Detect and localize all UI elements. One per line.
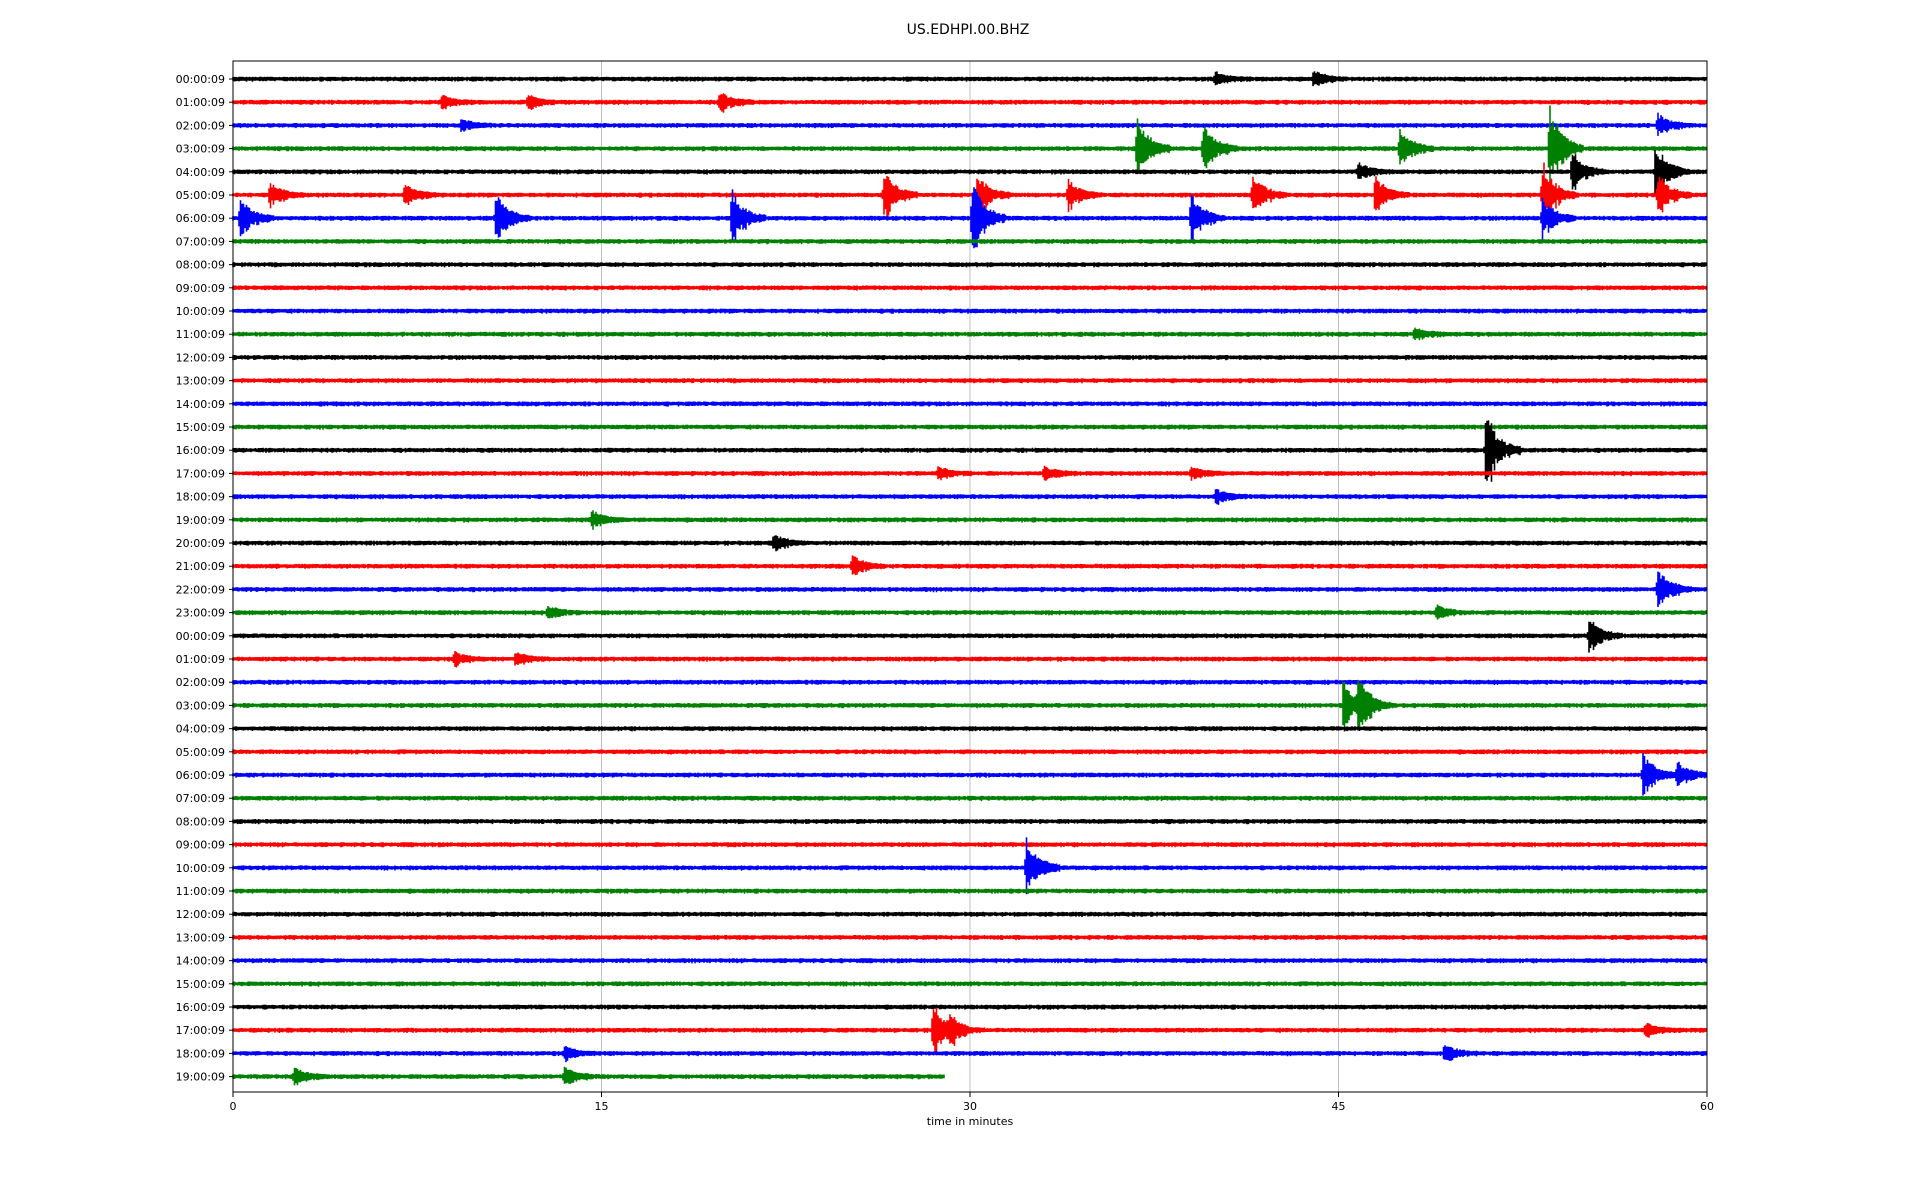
row-label-27: 03:00:09 [176, 699, 225, 712]
row-label-38: 14:00:09 [176, 955, 225, 968]
row-label-14: 14:00:09 [176, 398, 225, 411]
row-label-36: 12:00:09 [176, 908, 225, 921]
row-label-22: 22:00:09 [176, 583, 225, 596]
row-label-21: 21:00:09 [176, 560, 225, 573]
x-tick-label-60: 60 [1700, 1100, 1714, 1113]
vertical-gridlines [601, 61, 1339, 1092]
row-label-25: 01:00:09 [176, 653, 225, 666]
row-label-26: 02:00:09 [176, 676, 225, 689]
row-label-15: 15:00:09 [176, 421, 225, 434]
row-label-7: 07:00:09 [176, 235, 225, 248]
row-label-40: 16:00:09 [176, 1001, 225, 1014]
row-label-37: 13:00:09 [176, 931, 225, 944]
row-label-16: 16:00:09 [176, 444, 225, 457]
row-label-31: 07:00:09 [176, 792, 225, 805]
row-label-12: 12:00:09 [176, 351, 225, 364]
row-time-labels: 00:00:09 01:00:09 02:00:09 03:00:09 04:00:09… [176, 73, 233, 1084]
row-label-18: 18:00:09 [176, 491, 225, 504]
row-label-19: 19:00:09 [176, 514, 225, 527]
x-axis-label: time in minutes [927, 1115, 1014, 1128]
row-label-4: 04:00:09 [176, 166, 225, 179]
row-label-29: 05:00:09 [176, 746, 225, 759]
row-label-2: 02:00:09 [176, 119, 225, 132]
row-label-6: 06:00:09 [176, 212, 225, 225]
row-label-24: 00:00:09 [176, 630, 225, 643]
row-label-0: 00:00:09 [176, 73, 225, 86]
row-label-5: 05:00:09 [176, 189, 225, 202]
row-label-34: 10:00:09 [176, 862, 225, 875]
x-tick-label-45: 45 [1332, 1100, 1346, 1113]
row-label-43: 19:00:09 [176, 1071, 225, 1084]
x-tick-label-15: 15 [595, 1100, 609, 1113]
row-label-20: 20:00:09 [176, 537, 225, 550]
row-label-11: 11:00:09 [176, 328, 225, 341]
row-label-41: 17:00:09 [176, 1024, 225, 1037]
row-label-30: 06:00:09 [176, 769, 225, 782]
row-label-17: 17:00:09 [176, 467, 225, 480]
row-label-33: 09:00:09 [176, 839, 225, 852]
row-label-28: 04:00:09 [176, 723, 225, 736]
row-label-32: 08:00:09 [176, 815, 225, 828]
x-tick-label-0: 0 [230, 1100, 237, 1113]
row-label-1: 01:00:09 [176, 96, 225, 109]
x-tick-label-30: 30 [963, 1100, 977, 1113]
row-label-3: 03:00:09 [176, 143, 225, 156]
row-label-10: 10:00:09 [176, 305, 225, 318]
x-axis-ticks: 0 15 30 45 60 [230, 1092, 1714, 1113]
row-label-9: 09:00:09 [176, 282, 225, 295]
row-label-39: 15:00:09 [176, 978, 225, 991]
row-label-35: 11:00:09 [176, 885, 225, 898]
row-label-8: 08:00:09 [176, 259, 225, 272]
row-label-23: 23:00:09 [176, 607, 225, 620]
row-label-13: 13:00:09 [176, 375, 225, 388]
row-label-42: 18:00:09 [176, 1047, 225, 1060]
chart-title: US.EDHPI.00.BHZ [907, 22, 1030, 38]
